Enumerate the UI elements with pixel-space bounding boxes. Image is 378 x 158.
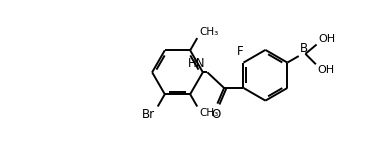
- Text: OH: OH: [318, 34, 335, 44]
- Text: HN: HN: [188, 57, 206, 70]
- Text: CH₃: CH₃: [199, 27, 218, 36]
- Text: CH₃: CH₃: [199, 108, 218, 118]
- Text: B: B: [300, 42, 308, 55]
- Text: OH: OH: [318, 65, 335, 75]
- Text: F: F: [237, 45, 244, 58]
- Text: O: O: [211, 108, 220, 121]
- Text: Br: Br: [143, 108, 155, 121]
